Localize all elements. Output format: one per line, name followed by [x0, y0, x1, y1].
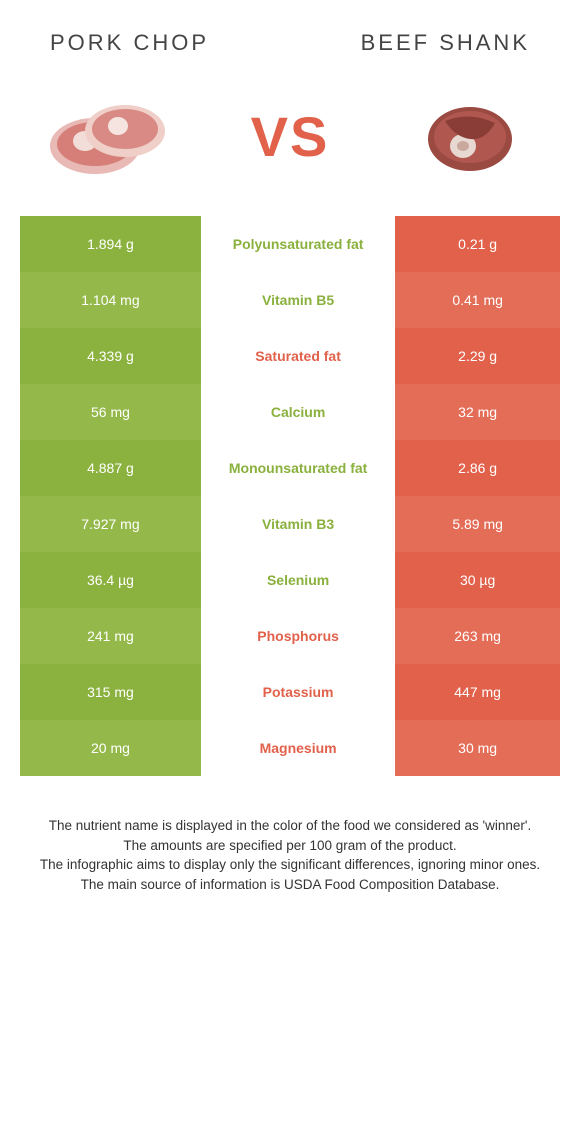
- right-value: 32 mg: [395, 384, 560, 440]
- table-row: 4.339 gSaturated fat2.29 g: [20, 328, 560, 384]
- nutrient-label: Selenium: [201, 552, 395, 608]
- right-food-title: BEEF SHANK: [361, 30, 530, 56]
- nutrient-label: Vitamin B3: [201, 496, 395, 552]
- right-value: 0.21 g: [395, 216, 560, 272]
- left-value: 315 mg: [20, 664, 201, 720]
- footer-line: The main source of information is USDA F…: [30, 875, 550, 895]
- table-row: 7.927 mgVitamin B35.89 mg: [20, 496, 560, 552]
- left-value: 56 mg: [20, 384, 201, 440]
- table-row: 1.104 mgVitamin B50.41 mg: [20, 272, 560, 328]
- beef-shank-image: [400, 86, 540, 186]
- nutrient-label: Monounsaturated fat: [201, 440, 395, 496]
- left-value: 4.339 g: [20, 328, 201, 384]
- left-value: 4.887 g: [20, 440, 201, 496]
- left-food-title: PORK CHOP: [50, 30, 209, 56]
- table-row: 36.4 µgSelenium30 µg: [20, 552, 560, 608]
- table-row: 56 mgCalcium32 mg: [20, 384, 560, 440]
- right-value: 2.29 g: [395, 328, 560, 384]
- nutrient-label: Potassium: [201, 664, 395, 720]
- nutrient-label: Calcium: [201, 384, 395, 440]
- table-row: 1.894 gPolyunsaturated fat0.21 g: [20, 216, 560, 272]
- table-row: 4.887 gMonounsaturated fat2.86 g: [20, 440, 560, 496]
- vs-label: VS: [251, 104, 330, 169]
- right-value: 2.86 g: [395, 440, 560, 496]
- left-value: 1.894 g: [20, 216, 201, 272]
- right-value: 447 mg: [395, 664, 560, 720]
- vs-row: VS: [0, 66, 580, 216]
- left-value: 20 mg: [20, 720, 201, 776]
- table-row: 241 mgPhosphorus263 mg: [20, 608, 560, 664]
- right-value: 5.89 mg: [395, 496, 560, 552]
- right-value: 263 mg: [395, 608, 560, 664]
- nutrient-label: Polyunsaturated fat: [201, 216, 395, 272]
- left-value: 241 mg: [20, 608, 201, 664]
- left-value: 36.4 µg: [20, 552, 201, 608]
- left-value: 7.927 mg: [20, 496, 201, 552]
- nutrient-label: Magnesium: [201, 720, 395, 776]
- right-value: 30 mg: [395, 720, 560, 776]
- nutrient-label: Saturated fat: [201, 328, 395, 384]
- left-value: 1.104 mg: [20, 272, 201, 328]
- comparison-table: 1.894 gPolyunsaturated fat0.21 g1.104 mg…: [20, 216, 560, 776]
- footer-notes: The nutrient name is displayed in the co…: [0, 776, 580, 914]
- nutrient-label: Phosphorus: [201, 608, 395, 664]
- footer-line: The nutrient name is displayed in the co…: [30, 816, 550, 836]
- right-value: 0.41 mg: [395, 272, 560, 328]
- header: PORK CHOP BEEF SHANK: [0, 0, 580, 66]
- pork-chop-image: [40, 86, 180, 186]
- footer-line: The amounts are specified per 100 gram o…: [30, 836, 550, 856]
- right-value: 30 µg: [395, 552, 560, 608]
- nutrient-label: Vitamin B5: [201, 272, 395, 328]
- table-row: 20 mgMagnesium30 mg: [20, 720, 560, 776]
- table-row: 315 mgPotassium447 mg: [20, 664, 560, 720]
- footer-line: The infographic aims to display only the…: [30, 855, 550, 875]
